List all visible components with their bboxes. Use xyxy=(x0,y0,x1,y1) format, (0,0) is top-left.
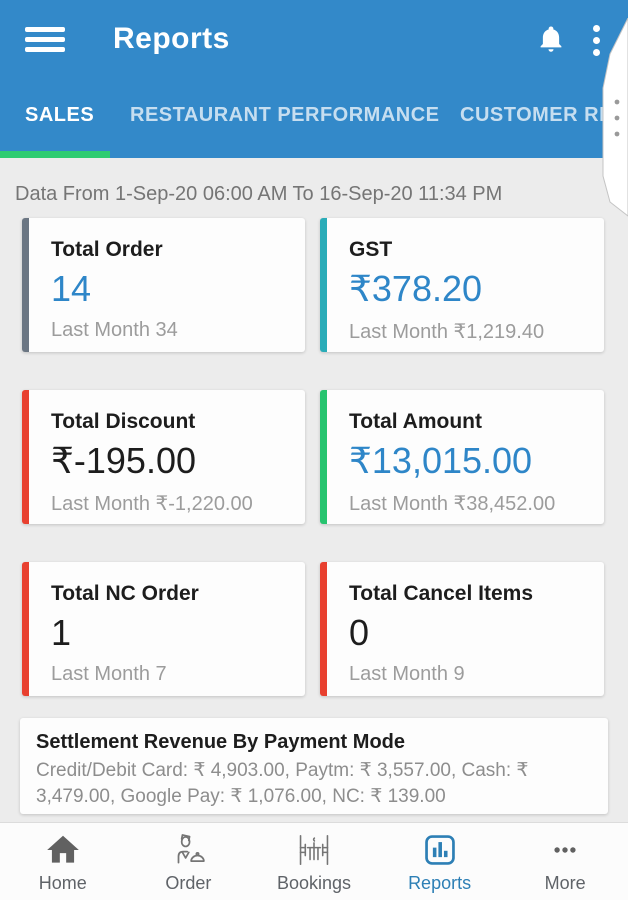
stat-card-title: Total Amount xyxy=(349,410,482,433)
stat-card-gst[interactable]: GST ₹378.20 Last Month ₹1,219.40 xyxy=(320,218,604,352)
bell-icon[interactable] xyxy=(536,22,566,56)
stat-card-subtext: Last Month ₹1,219.40 xyxy=(349,321,545,343)
hamburger-menu-icon[interactable] xyxy=(25,27,65,53)
page-title: Reports xyxy=(113,22,230,55)
stat-card-total-order[interactable]: Total Order 14 Last Month 34 xyxy=(22,218,305,352)
scroll-handle[interactable] xyxy=(598,18,628,218)
kebab-menu-icon[interactable] xyxy=(588,25,604,59)
stat-card-value: 14 xyxy=(51,268,92,309)
stat-card-subtext: Last Month 7 xyxy=(51,663,167,685)
stat-card-subtext: Last Month ₹-1,220.00 xyxy=(51,493,253,515)
date-range-text: Data From 1-Sep-20 06:00 AM To 16-Sep-20… xyxy=(15,183,503,205)
nav-label: More xyxy=(544,873,586,893)
nav-label: Bookings xyxy=(276,873,352,893)
nav-item-bookings[interactable]: Bookings xyxy=(251,823,377,900)
stat-card-subtext: Last Month ₹38,452.00 xyxy=(349,493,556,515)
more-icon xyxy=(554,847,576,853)
nav-item-home[interactable]: Home xyxy=(0,823,126,900)
tab-bar: SALES RESTAURANT PERFORMANCE CUSTOMER RE… xyxy=(0,80,628,158)
stat-card-subtext: Last Month 9 xyxy=(349,663,465,685)
stat-card-value: ₹13,015.00 xyxy=(349,440,533,481)
stat-card-value: 0 xyxy=(349,612,370,653)
settlement-title: Settlement Revenue By Payment Mode xyxy=(36,731,405,753)
tab-sales[interactable]: SALES xyxy=(25,104,95,126)
stat-card-value: 1 xyxy=(51,612,72,653)
stat-card-title: Total Cancel Items xyxy=(349,582,533,605)
settlement-details: Credit/Debit Card: ₹ 4,903.00, Paytm: ₹ … xyxy=(36,760,529,807)
nav-item-order[interactable]: Order xyxy=(126,823,252,900)
stat-card-value: ₹378.20 xyxy=(349,268,483,309)
stat-card-total-nc-order[interactable]: Total NC Order 1 Last Month 7 xyxy=(22,562,305,696)
stat-card-total-discount[interactable]: Total Discount ₹-195.00 Last Month ₹-1,2… xyxy=(22,390,305,524)
bottom-nav: Home Order Bookings xyxy=(0,822,628,900)
home-icon xyxy=(46,835,79,863)
stat-card-title: GST xyxy=(349,238,393,261)
stat-card-title: Total NC Order xyxy=(51,582,199,605)
nav-item-more[interactable]: More xyxy=(502,823,628,900)
stat-card-total-amount[interactable]: Total Amount ₹13,015.00 Last Month ₹38,4… xyxy=(320,390,604,524)
nav-label: Order xyxy=(165,873,212,893)
tab-restaurant-performance[interactable]: RESTAURANT PERFORMANCE xyxy=(130,104,440,126)
bookings-icon xyxy=(299,834,329,866)
stat-card-title: Total Order xyxy=(51,238,163,261)
nav-label: Home xyxy=(38,873,87,893)
order-icon xyxy=(178,834,206,864)
reports-icon xyxy=(424,835,455,865)
nav-item-reports[interactable]: Reports xyxy=(377,823,503,900)
stat-card-title: Total Discount xyxy=(51,410,196,433)
nav-label: Reports xyxy=(408,873,472,893)
settlement-revenue-card[interactable]: Settlement Revenue By Payment Mode Credi… xyxy=(20,718,608,814)
app-header: Reports xyxy=(0,0,628,80)
stat-card-value: ₹-195.00 xyxy=(51,440,197,481)
tab-customer-review[interactable]: CUSTOMER REV xyxy=(460,104,627,126)
active-tab-indicator xyxy=(0,151,110,158)
stat-card-total-cancel-items[interactable]: Total Cancel Items 0 Last Month 9 xyxy=(320,562,604,696)
stat-card-subtext: Last Month 34 xyxy=(51,319,178,341)
